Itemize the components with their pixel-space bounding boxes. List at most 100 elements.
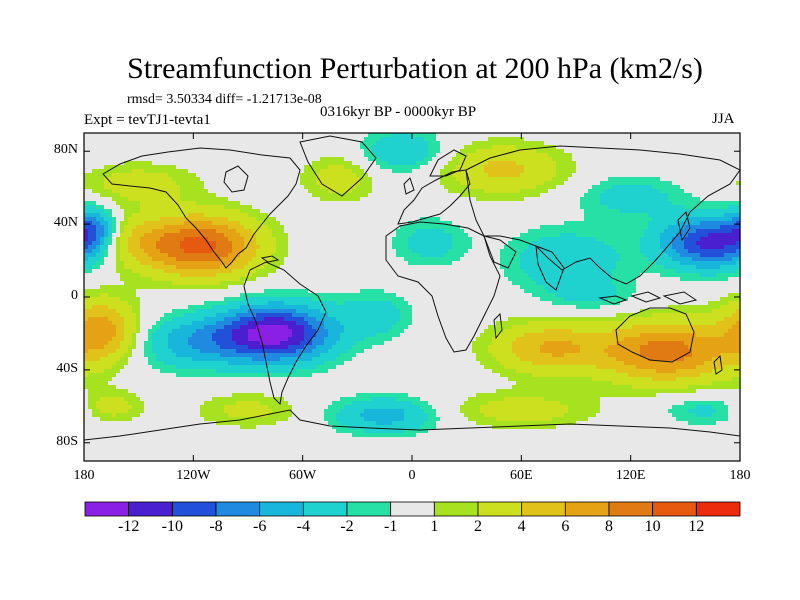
- field-cell: [264, 177, 269, 182]
- field-cell: [696, 153, 701, 158]
- field-cell: [456, 157, 461, 162]
- field-cell: [188, 177, 193, 182]
- field-cell: [132, 221, 137, 226]
- field-cell: [400, 217, 405, 222]
- field-cell: [700, 237, 705, 242]
- field-cell: [472, 217, 477, 222]
- field-cell: [320, 233, 325, 238]
- field-cell: [256, 161, 261, 166]
- field-cell: [492, 173, 497, 178]
- field-cell: [200, 169, 205, 174]
- field-cell: [472, 149, 477, 154]
- field-cell: [136, 225, 141, 230]
- field-cell: [444, 189, 449, 194]
- field-cell: [216, 197, 221, 202]
- field-cell: [376, 209, 381, 214]
- field-cell: [132, 165, 137, 170]
- field-cell: [612, 201, 617, 206]
- field-cell: [92, 177, 97, 182]
- field-cell: [608, 249, 613, 254]
- field-cell: [216, 253, 221, 258]
- field-cell: [532, 189, 537, 194]
- field-cell: [92, 249, 97, 254]
- field-cell: [684, 165, 689, 170]
- field-cell: [180, 157, 185, 162]
- field-cell: [204, 133, 209, 138]
- field-cell: [556, 201, 561, 206]
- field-cell: [516, 225, 521, 230]
- field-cell: [160, 225, 165, 230]
- field-cell: [416, 201, 421, 206]
- field-cell: [184, 133, 189, 138]
- field-cell: [392, 205, 397, 210]
- field-cell: [188, 253, 193, 258]
- field-cell: [328, 221, 333, 226]
- field-cell: [584, 181, 589, 186]
- field-cell: [108, 137, 113, 142]
- field-cell: [368, 253, 373, 258]
- field-cell: [680, 149, 685, 154]
- field-cell: [504, 177, 509, 182]
- field-cell: [220, 185, 225, 190]
- field-cell: [504, 165, 509, 170]
- field-cell: [504, 209, 509, 214]
- field-cell: [320, 245, 325, 250]
- field-cell: [152, 157, 157, 162]
- field-cell: [672, 149, 677, 154]
- field-cell: [676, 133, 681, 138]
- field-cell: [572, 245, 577, 250]
- field-cell: [136, 169, 141, 174]
- field-cell: [300, 229, 305, 234]
- field-cell: [516, 193, 521, 198]
- field-cell: [556, 161, 561, 166]
- field-cell: [408, 245, 413, 250]
- field-cell: [528, 149, 533, 154]
- field-cell: [480, 137, 485, 142]
- field-cell: [216, 221, 221, 226]
- field-cell: [412, 205, 417, 210]
- field-cell: [96, 221, 101, 226]
- field-cell: [324, 177, 329, 182]
- field-cell: [652, 141, 657, 146]
- field-cell: [164, 169, 169, 174]
- field-cell: [236, 161, 241, 166]
- field-cell: [516, 141, 521, 146]
- field-cell: [516, 209, 521, 214]
- field-cell: [96, 181, 101, 186]
- field-cell: [476, 217, 481, 222]
- field-cell: [644, 137, 649, 142]
- field-cell: [440, 221, 445, 226]
- field-cell: [256, 145, 261, 150]
- field-cell: [448, 161, 453, 166]
- field-cell: [508, 205, 513, 210]
- field-cell: [616, 245, 621, 250]
- field-cell: [552, 225, 557, 230]
- field-cell: [92, 153, 97, 158]
- field-cell: [108, 153, 113, 158]
- field-cell: [92, 189, 97, 194]
- field-cell: [104, 193, 109, 198]
- field-cell: [540, 229, 545, 234]
- field-cell: [436, 213, 441, 218]
- field-cell: [172, 217, 177, 222]
- field-cell: [312, 141, 317, 146]
- field-cell: [220, 165, 225, 170]
- field-cell: [392, 221, 397, 226]
- field-cell: [88, 197, 93, 202]
- field-cell: [340, 237, 345, 242]
- field-cell: [624, 249, 629, 254]
- field-cell: [248, 181, 253, 186]
- field-cell: [728, 189, 733, 194]
- field-cell: [180, 237, 185, 242]
- field-cell: [180, 145, 185, 150]
- field-cell: [716, 177, 721, 182]
- field-cell: [584, 157, 589, 162]
- field-cell: [496, 245, 501, 250]
- field-cell: [276, 133, 281, 138]
- field-cell: [524, 149, 529, 154]
- field-cell: [444, 145, 449, 150]
- field-cell: [196, 177, 201, 182]
- field-cell: [112, 221, 117, 226]
- field-cell: [656, 165, 661, 170]
- field-cell: [556, 237, 561, 242]
